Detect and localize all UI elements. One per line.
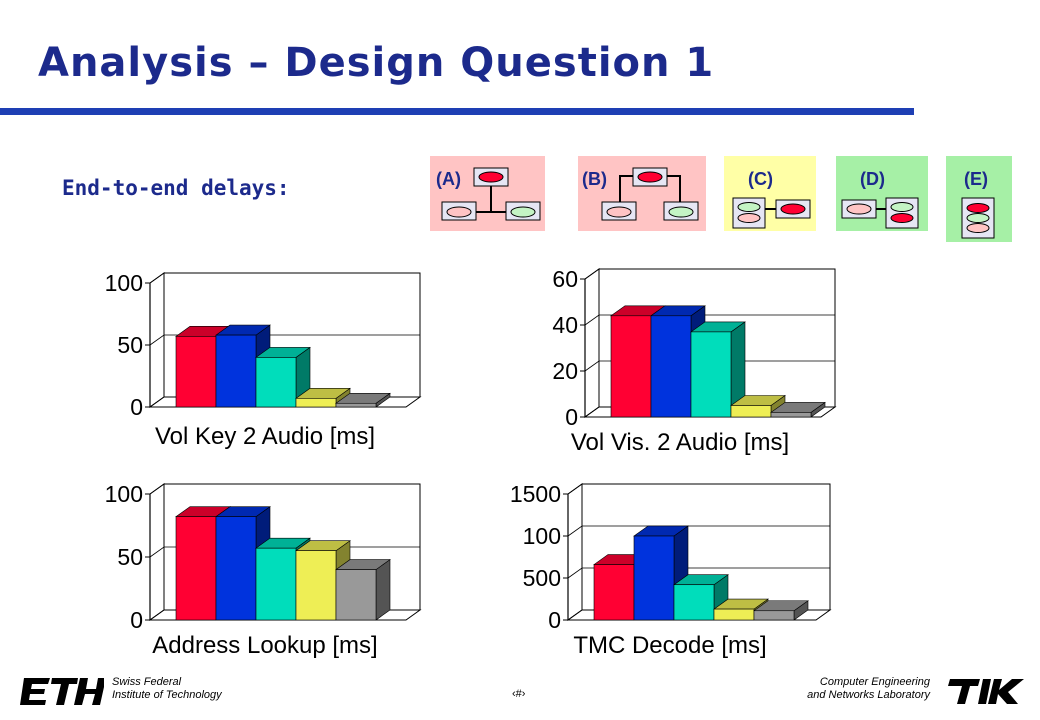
chart-gridline [149,272,420,284]
chart-tmc-decode: 0 500 100 1500 TMC Decode [ms] [490,478,850,668]
config-d-box: (D) [836,156,928,231]
config-b-box: (B) [578,156,706,231]
config-label: (D) [860,169,885,189]
chart-bar [690,321,746,418]
chart-bar [753,600,809,621]
chart-tick-label: 500 [523,565,561,591]
chart-bar-front [215,516,257,621]
chart-tick-label: 50 [117,332,143,358]
chart-bar-side [375,559,391,621]
config-c-box: (C) [724,156,816,231]
chart-bar-front [175,516,217,621]
chart-bar-front [673,584,715,621]
chart-gridline [149,334,420,346]
footer-lab-line2: and Networks Laboratory [807,689,930,701]
config-label: (C) [748,169,773,189]
chart-bar-front [713,608,755,621]
footer-institution-line1: Swiss Federal [112,676,182,688]
chart-tick-label: 1500 [510,481,561,507]
chart-gridline [567,567,830,579]
tik-logo-icon [948,679,1024,704]
footer-lab: Computer Engineering and Networks Labora… [807,676,930,702]
chart-bar-front [730,405,772,418]
chart-plot: 0 50 100 [105,270,422,420]
chart-vol-key-audio: 0 50 100 Vol Key 2 Audio [ms] [90,265,440,465]
chart-gridline [584,268,835,280]
config-label: (E) [964,169,988,189]
slide-subtitle: End-to-end delays: [62,176,290,200]
chart-x-label: TMC Decode [ms] [573,632,767,659]
eth-logo-icon [20,678,104,705]
chart-tick-label: 0 [130,607,143,633]
chart-bar-front [335,569,377,621]
chart-bar-front [753,610,795,621]
chart-side-wall [567,483,583,621]
config-label: (B) [582,169,607,189]
chart-bar-front [255,547,297,621]
config-label: (A) [436,169,461,189]
config-e-box: (E) [946,156,1012,242]
chart-plot: 0 500 100 1500 [510,481,832,633]
chart-gridline [584,314,835,326]
chart-tick-label: 50 [117,544,143,570]
slide-title: Analysis – Design Question 1 [38,40,715,86]
footer-lab-line1: Computer Engineering [819,676,930,688]
chart-tick-label: 0 [548,607,561,633]
chart-tick-label: 100 [523,523,561,549]
chart-bar [295,540,351,621]
chart-bar-front [215,334,257,408]
chart-bar [335,392,391,408]
chart-gridline [567,483,830,495]
chart-bar [255,346,311,408]
chart-bar-front [255,357,297,408]
chart-bar-front [770,412,812,418]
title-underline [0,108,914,115]
chart-bar-front [295,398,337,408]
chart-bar-front [593,564,635,621]
chart-plot: 0 20 40 60 [552,266,837,430]
chart-tick-label: 0 [565,404,578,430]
chart-gridline [567,525,830,537]
chart-tick-label: 100 [105,481,143,507]
chart-side-wall [584,268,600,418]
page-number: ‹#› [512,688,526,700]
footer-institution: Swiss Federal Institute of Technology [112,676,222,702]
chart-bar-front [610,315,652,418]
config-a-box: (A) [430,156,545,231]
chart-address-lookup: 0 50 100 Address Lookup [ms] [90,478,440,668]
chart-tick-label: 20 [552,358,578,384]
chart-x-label: Address Lookup [ms] [152,632,378,659]
chart-bar-front [633,535,675,621]
chart-tick-label: 0 [130,394,143,420]
chart-x-label: Vol Vis. 2 Audio [ms] [570,429,790,456]
chart-bar-front [690,331,732,418]
chart-tick-label: 40 [552,312,578,338]
chart-tick-label: 100 [105,270,143,296]
chart-gridline [584,360,835,372]
chart-gridline [149,483,420,495]
chart-bar-front [295,550,337,621]
footer-institution-line2: Institute of Technology [112,689,222,701]
chart-bar [770,401,826,418]
chart-x-label: Vol Key 2 Audio [ms] [154,423,376,450]
chart-vol-vis-audio: 0 20 40 60 Vol Vis. 2 Audio [ms] [505,265,855,465]
chart-bar [335,559,391,621]
chart-plot: 0 50 100 [105,481,422,633]
chart-tick-label: 60 [552,266,578,292]
chart-bar-front [175,336,217,408]
chart-bar-front [335,402,377,408]
chart-bar-front [650,315,692,418]
